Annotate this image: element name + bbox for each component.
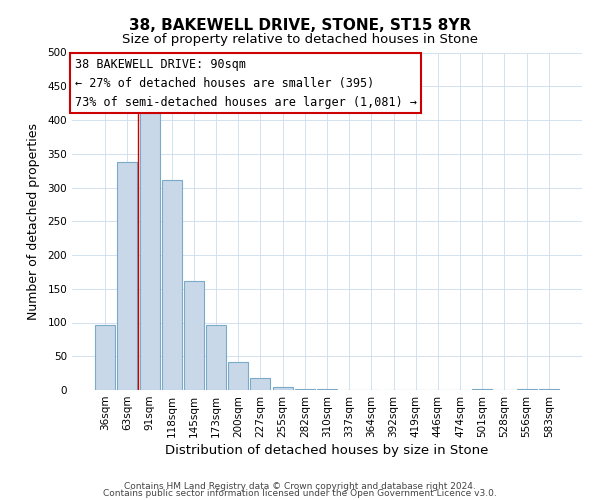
Bar (472, 388, 492, 390)
Bar (118, 162, 137, 390)
Bar (140, 114, 160, 390)
Bar (517, 388, 536, 390)
Text: 38, BAKEWELL DRIVE, STONE, ST15 8YR: 38, BAKEWELL DRIVE, STONE, ST15 8YR (129, 18, 471, 32)
Bar (539, 388, 559, 390)
Text: Size of property relative to detached houses in Stone: Size of property relative to detached ho… (122, 32, 478, 46)
X-axis label: Distribution of detached houses by size in Stone: Distribution of detached houses by size … (166, 444, 488, 457)
Text: Contains HM Land Registry data © Crown copyright and database right 2024.: Contains HM Land Registry data © Crown c… (124, 482, 476, 491)
Text: Contains public sector information licensed under the Open Government Licence v3: Contains public sector information licen… (103, 490, 497, 498)
Bar (162, 180, 182, 390)
Bar (228, 362, 248, 390)
Y-axis label: Number of detached properties: Number of detached properties (28, 122, 40, 320)
Bar (95, 324, 115, 390)
Bar (272, 386, 293, 390)
Bar (206, 325, 226, 390)
Bar (184, 280, 204, 390)
Text: 38 BAKEWELL DRIVE: 90sqm
← 27% of detached houses are smaller (395)
73% of semi-: 38 BAKEWELL DRIVE: 90sqm ← 27% of detach… (74, 58, 416, 108)
Bar (250, 378, 271, 390)
Bar (295, 388, 315, 390)
